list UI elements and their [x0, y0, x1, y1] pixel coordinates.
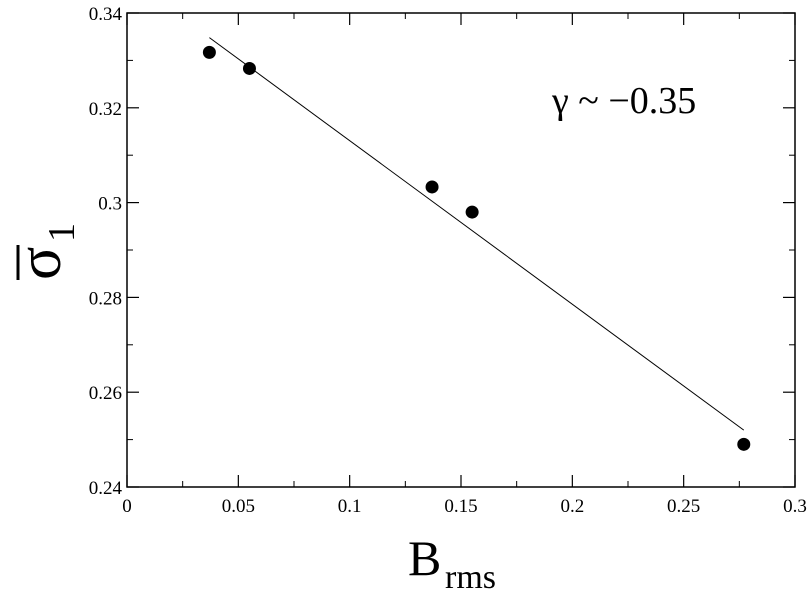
y-tick-label: 0.26	[89, 383, 122, 404]
data-points-layer	[202, 45, 751, 451]
x-axis-label-main: B	[408, 530, 441, 586]
annotation-gamma: γ ~ −0.35	[551, 80, 696, 122]
data-point	[465, 205, 479, 219]
fit-line	[209, 37, 745, 431]
x-tick-label: 0.1	[338, 496, 362, 517]
y-tick-label: 0.28	[89, 288, 122, 309]
y-axis-label-subscript: 1	[41, 223, 83, 242]
data-point	[425, 180, 439, 194]
y-axis-label-main: σ	[6, 247, 74, 280]
x-axis-label: B rms	[408, 530, 496, 591]
y-axis-ticks: 0.24 0.26 0.28 0.3 0.32 0.34	[89, 4, 795, 499]
x-axis-ticks: 0 0.05 0.1 0.15 0.2 0.25 0.3	[122, 13, 807, 517]
data-point	[737, 437, 751, 451]
x-tick-label: 0.25	[667, 496, 700, 517]
x-axis-label-subscript: rms	[445, 559, 496, 591]
y-tick-label: 0.32	[89, 99, 122, 120]
x-tick-label: 0.2	[560, 496, 584, 517]
x-tick-label: 0.3	[783, 496, 807, 517]
data-point	[202, 45, 216, 59]
y-axis-label: σ 1	[6, 223, 83, 280]
x-tick-label: 0.15	[444, 496, 477, 517]
y-tick-label: 0.3	[98, 194, 122, 215]
fit-line-layer	[209, 37, 745, 431]
x-tick-label: 0	[122, 496, 132, 517]
y-tick-label: 0.34	[89, 4, 123, 25]
x-tick-label: 0.05	[222, 496, 255, 517]
data-point	[242, 61, 256, 75]
y-tick-label: 0.24	[89, 478, 123, 499]
